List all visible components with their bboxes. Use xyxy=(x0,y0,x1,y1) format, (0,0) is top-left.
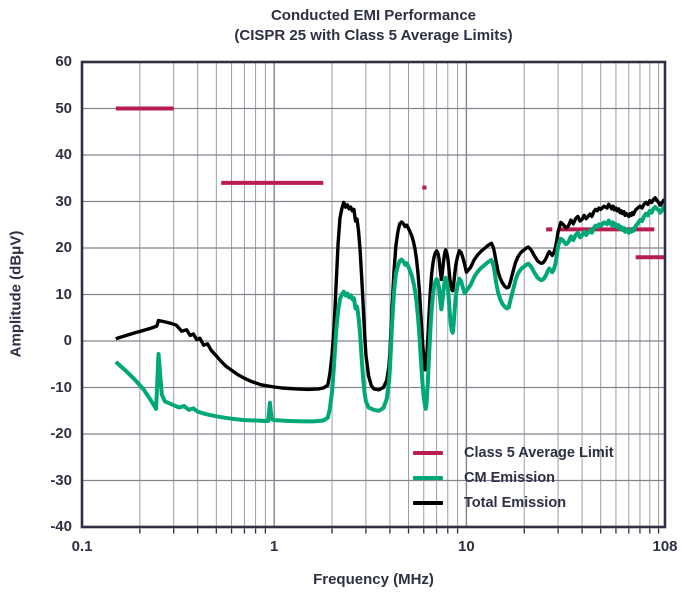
x-tick-label: 10 xyxy=(458,538,475,555)
legend-swatch-limit-line xyxy=(413,450,443,455)
legend-swatch-total-emission xyxy=(413,500,443,505)
chart-subtitle: (CISPR 25 with Class 5 Average Limits) xyxy=(234,27,513,44)
legend: Class 5 Average Limit CM Emission Total … xyxy=(413,440,614,515)
y-tick-label: 10 xyxy=(55,285,72,303)
y-tick-label: 40 xyxy=(55,146,72,163)
legend-label: Class 5 Average Limit xyxy=(464,444,614,461)
y-tick-label: -30 xyxy=(50,471,72,489)
y-tick-label: 20 xyxy=(55,239,72,256)
legend-swatch-cm-emission xyxy=(413,475,443,480)
y-tick-label: 60 xyxy=(55,53,72,70)
y-tick-label: 30 xyxy=(55,192,72,210)
total-emission-curve xyxy=(115,196,666,392)
chart-title-block: Conducted EMI Performance (CISPR 25 with… xyxy=(51,6,696,46)
y-tick-label: -20 xyxy=(50,425,72,442)
legend-label: CM Emission xyxy=(464,469,556,486)
x-tick-label: 108 xyxy=(652,538,678,555)
legend-item-total-emission: Total Emission xyxy=(413,490,614,515)
plot-frame xyxy=(80,60,667,529)
legend-label: Total Emission xyxy=(464,494,567,511)
y-tick-label: 0 xyxy=(63,332,72,349)
x-tick-label: 0.1 xyxy=(71,538,93,555)
x-axis-title: Frequency (MHz) xyxy=(313,571,434,588)
legend-item-class5-average-limit: Class 5 Average Limit xyxy=(413,440,614,465)
cm-emission-curve xyxy=(114,204,666,424)
x-tick-label: 1 xyxy=(270,538,279,555)
y-tick-label: -10 xyxy=(50,378,72,396)
legend-item-cm-emission: CM Emission xyxy=(413,465,614,490)
chart-title: Conducted EMI Performance xyxy=(270,7,477,24)
y-tick-label: 50 xyxy=(55,99,72,117)
y-tick-label: -40 xyxy=(50,518,72,535)
